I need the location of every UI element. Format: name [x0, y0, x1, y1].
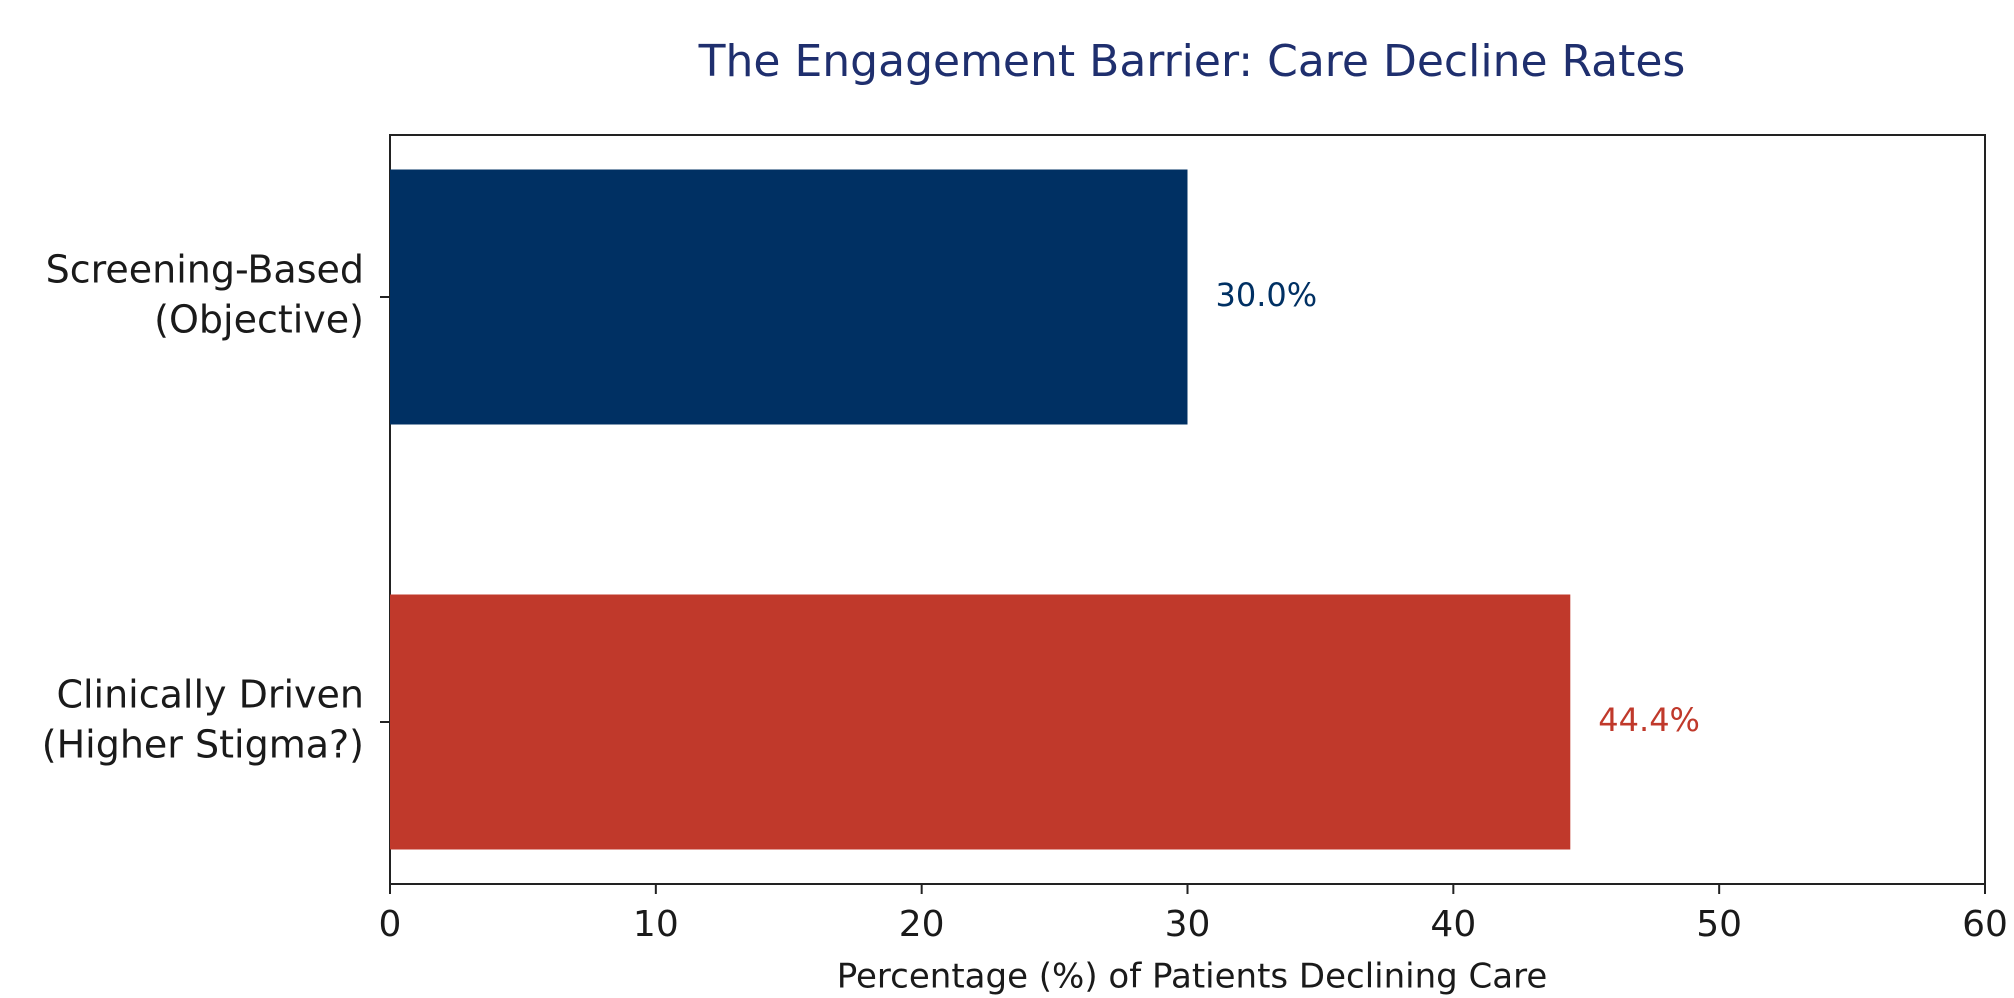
value-label: 30.0%	[1216, 276, 1318, 314]
x-tick-label: 20	[899, 904, 945, 945]
y-tick-label: Screening-Based	[46, 248, 364, 292]
x-tick-label: 0	[379, 904, 402, 945]
value-label: 44.4%	[1598, 701, 1700, 739]
y-tick-label: (Objective)	[154, 298, 364, 342]
y-tick-label: (Higher Stigma?)	[42, 723, 364, 767]
y-tick-label: Clinically Driven	[56, 673, 364, 717]
x-tick-label: 40	[1430, 904, 1476, 945]
chart-title: The Engagement Barrier: Care Decline Rat…	[698, 36, 1686, 87]
x-tick-label: 60	[1962, 904, 2008, 945]
x-tick-label: 10	[633, 904, 679, 945]
bar	[390, 594, 1571, 850]
x-tick-label: 50	[1696, 904, 1742, 945]
x-axis-label: Percentage (%) of Patients Declining Car…	[837, 957, 1548, 997]
x-tick-label: 30	[1165, 904, 1211, 945]
bar	[390, 169, 1188, 425]
